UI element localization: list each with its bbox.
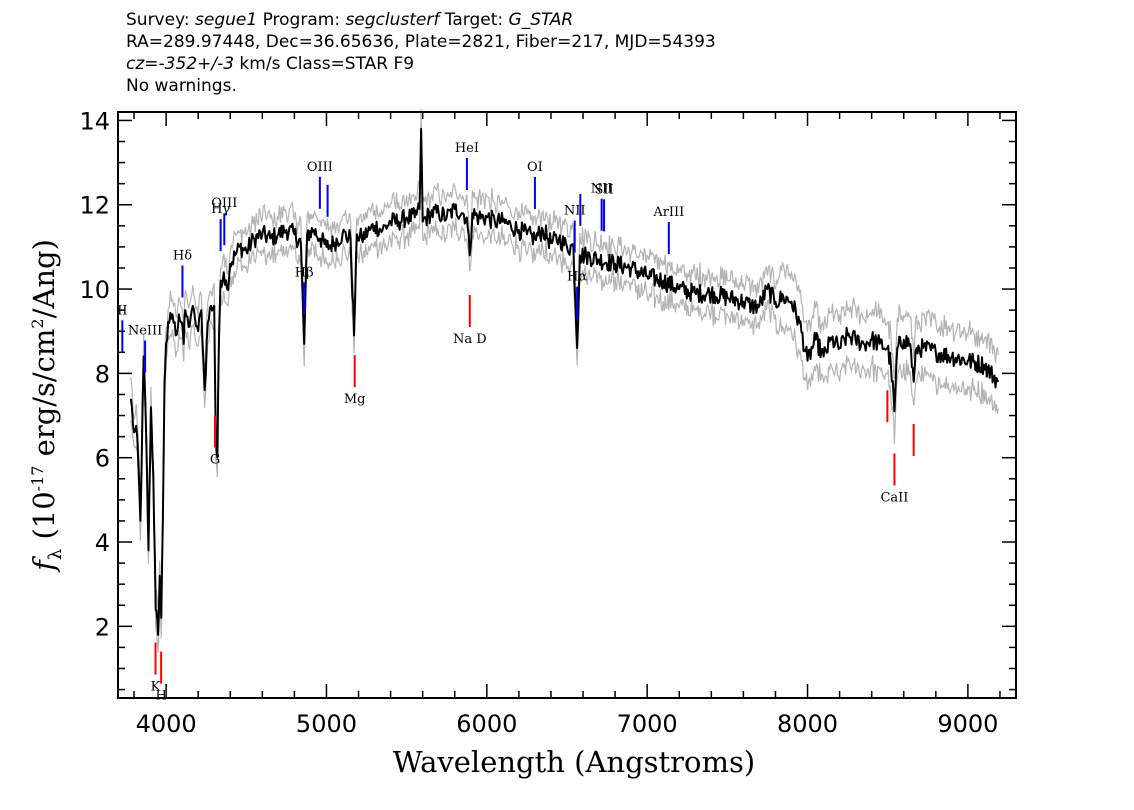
header-line1-segment-3: segclusterf (345, 10, 440, 30)
y-tick-label-5: 12 (79, 192, 110, 220)
emission-label-6: OIII (307, 160, 333, 175)
header-line4-segment-0: No warnings. (126, 76, 237, 96)
header-line3-segment-1: km/s Class=STAR F9 (234, 54, 415, 74)
x-tick-label-5: 9000 (937, 710, 998, 738)
header-line1-segment-4: Target: (439, 10, 509, 30)
emission-label-15: ArIII (652, 205, 684, 220)
y-title-post: /Ang) (27, 239, 61, 318)
plot-frame (117, 111, 1017, 699)
error-lower-line (130, 148, 999, 653)
header-line1-segment-2: Program: (257, 10, 346, 30)
axes-layer: 4000 5000 6000 7000 8000 9000 2 4 6 8 10 12 14 Wavele… (27, 107, 1017, 779)
header-line-warnings: No warnings. (126, 75, 716, 97)
y-tick-label-4: 10 (79, 276, 110, 304)
emission-label-9: OI (527, 160, 543, 175)
spectrum-line (129, 127, 1000, 636)
emission-label-8: HeI (455, 141, 479, 156)
header-line1-segment-5: G_STAR (508, 10, 574, 30)
emission-label-13: NII (591, 182, 613, 197)
absorption-label-4: Na D (453, 332, 487, 347)
y-title-exp2: 2 (28, 318, 47, 328)
absorption-label-2: G (210, 453, 220, 468)
absorption-label-3: Mg (344, 392, 366, 407)
emission-label-5: Hβ (295, 265, 314, 280)
x-tick-label-2: 6000 (456, 710, 517, 738)
y-tick-label-2: 6 (95, 445, 110, 473)
header-line-redshift: cz=-352+/-3 km/s Class=STAR F9 (126, 53, 716, 75)
header-line-coordinates: RA=289.97448, Dec=36.65636, Plate=2821, … (126, 31, 716, 53)
emission-label-10: NII (564, 204, 586, 219)
y-tick-label-3: 8 (95, 360, 110, 388)
y-axis-title: fλ (10-17 erg/s/cm2/Ang) (27, 239, 66, 573)
emission-label-14: SII (594, 182, 613, 197)
emission-label-1: NeIII (128, 324, 162, 339)
y-title-exp1: -17 (28, 466, 47, 492)
header-line2-segment-0: RA=289.97448, Dec=36.65636, Plate=2821, … (126, 32, 716, 52)
header-line1-segment-0: Survey: (126, 10, 196, 30)
x-tick-label-3: 7000 (617, 710, 678, 738)
header-line-survey: Survey: segue1 Program: segclusterf Targ… (126, 9, 716, 31)
y-title-pre: (10 (27, 491, 61, 548)
emission-label-11: Hα (567, 270, 587, 285)
line-markers-layer: IINeIIIHδHγOIIIHβOIIIHeIOINIIHαNIISIIArI… (117, 141, 915, 704)
y-title-sub: λ (45, 549, 66, 560)
header-line1-segment-1: segue1 (195, 10, 258, 30)
y-tick-label-0: 2 (95, 613, 110, 641)
emission-label-4: OIII (211, 196, 237, 211)
absorption-label-1: H (155, 689, 166, 704)
y-tick-label-6: 14 (79, 107, 110, 135)
x-tick-label-4: 8000 (777, 710, 838, 738)
error-band-layer (130, 109, 999, 653)
spectrum-header: Survey: segue1 Program: segclusterf Targ… (126, 9, 716, 97)
absorption-label-0: K (151, 680, 161, 695)
header-line3-segment-0: cz=-352+/-3 (126, 54, 235, 74)
spectrum-layer (129, 127, 1000, 636)
y-tick-label-1: 4 (95, 529, 110, 557)
emission-label-2: Hδ (173, 248, 192, 263)
x-axis-title: Wavelength (Angstroms) (393, 745, 755, 779)
error-upper-line (130, 109, 999, 617)
y-title-mid: erg/s/cm (27, 329, 61, 466)
x-tick-label-1: 5000 (296, 710, 357, 738)
absorption-label-6: CaII (880, 490, 908, 505)
emission-label-3: Hγ (211, 202, 230, 217)
x-tick-label-0: 4000 (136, 710, 197, 738)
